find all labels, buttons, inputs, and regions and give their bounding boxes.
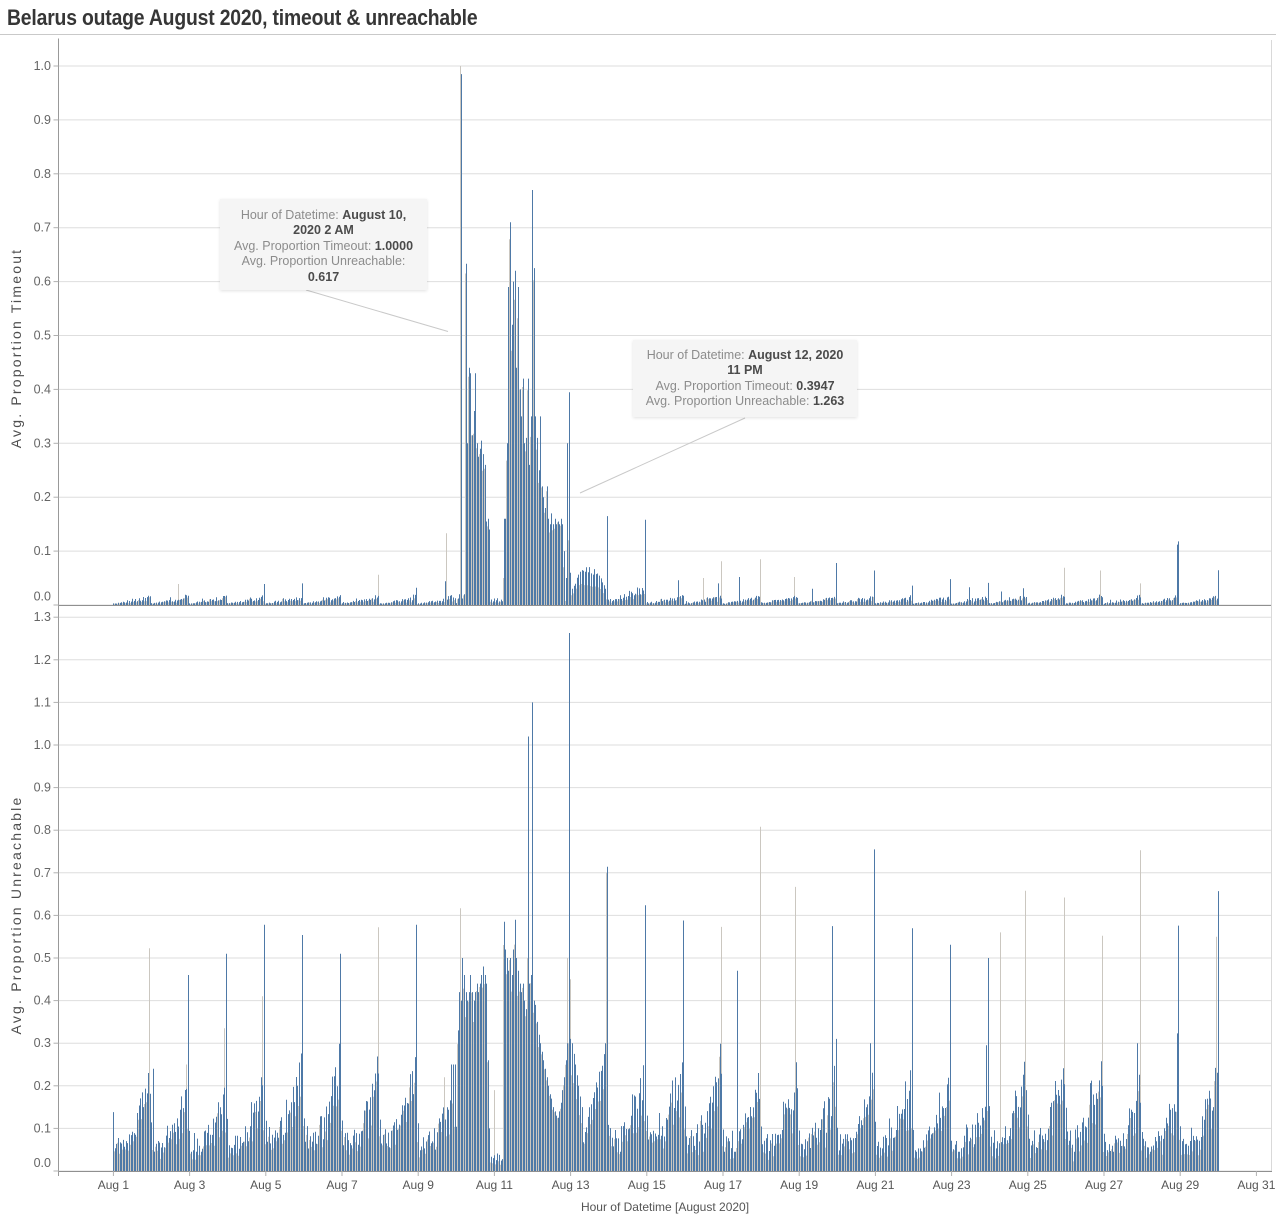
svg-text:Aug 17: Aug 17 (704, 1178, 742, 1192)
svg-text:0.6: 0.6 (34, 908, 51, 922)
svg-text:Aug 9: Aug 9 (403, 1178, 435, 1192)
svg-text:Aug 7: Aug 7 (326, 1178, 358, 1192)
svg-text:1.1: 1.1 (34, 695, 51, 709)
svg-text:1.0: 1.0 (34, 59, 51, 73)
svg-text:0.6: 0.6 (34, 275, 51, 289)
svg-text:1.0: 1.0 (34, 738, 51, 752)
svg-text:Aug 5: Aug 5 (250, 1178, 282, 1192)
svg-text:0.3: 0.3 (34, 1036, 51, 1050)
svg-text:0.3: 0.3 (34, 436, 51, 450)
svg-text:Aug 21: Aug 21 (856, 1178, 894, 1192)
svg-text:Aug 15: Aug 15 (628, 1178, 666, 1192)
svg-text:Aug 13: Aug 13 (552, 1178, 590, 1192)
svg-text:Aug 27: Aug 27 (1085, 1178, 1123, 1192)
svg-text:0.2: 0.2 (34, 490, 51, 504)
svg-text:0.8: 0.8 (34, 823, 51, 837)
svg-text:Aug 29: Aug 29 (1161, 1178, 1199, 1192)
svg-text:0.7: 0.7 (34, 221, 51, 235)
svg-text:Avg. Proportion Unreachable: Avg. Proportion Unreachable (8, 796, 24, 1035)
svg-text:Aug 11: Aug 11 (476, 1178, 513, 1192)
svg-text:0.4: 0.4 (34, 994, 51, 1008)
svg-text:0.8: 0.8 (34, 167, 51, 181)
svg-text:0.5: 0.5 (34, 329, 51, 343)
svg-text:Hour of Datetime [August 2020]: Hour of Datetime [August 2020] (581, 1200, 749, 1214)
svg-text:0.9: 0.9 (34, 113, 51, 127)
svg-text:0.9: 0.9 (34, 781, 51, 795)
svg-text:0.1: 0.1 (34, 1121, 51, 1135)
svg-text:0.0: 0.0 (34, 1156, 51, 1170)
svg-text:0.5: 0.5 (34, 951, 51, 965)
svg-text:0.2: 0.2 (34, 1079, 51, 1093)
svg-text:1.2: 1.2 (34, 653, 51, 667)
svg-text:0.7: 0.7 (34, 866, 51, 880)
svg-text:1.3: 1.3 (34, 610, 51, 624)
svg-text:0.4: 0.4 (34, 382, 51, 396)
svg-text:Aug 25: Aug 25 (1009, 1178, 1047, 1192)
svg-text:0.1: 0.1 (34, 544, 51, 558)
svg-text:Aug 19: Aug 19 (780, 1178, 818, 1192)
svg-text:0.0: 0.0 (34, 590, 51, 604)
svg-text:Aug 31: Aug 31 (1237, 1178, 1275, 1192)
svg-text:Avg. Proportion Timeout: Avg. Proportion Timeout (8, 248, 24, 449)
svg-text:Aug 1: Aug 1 (98, 1178, 130, 1192)
svg-text:Aug 3: Aug 3 (174, 1178, 206, 1192)
svg-text:Aug 23: Aug 23 (933, 1178, 971, 1192)
